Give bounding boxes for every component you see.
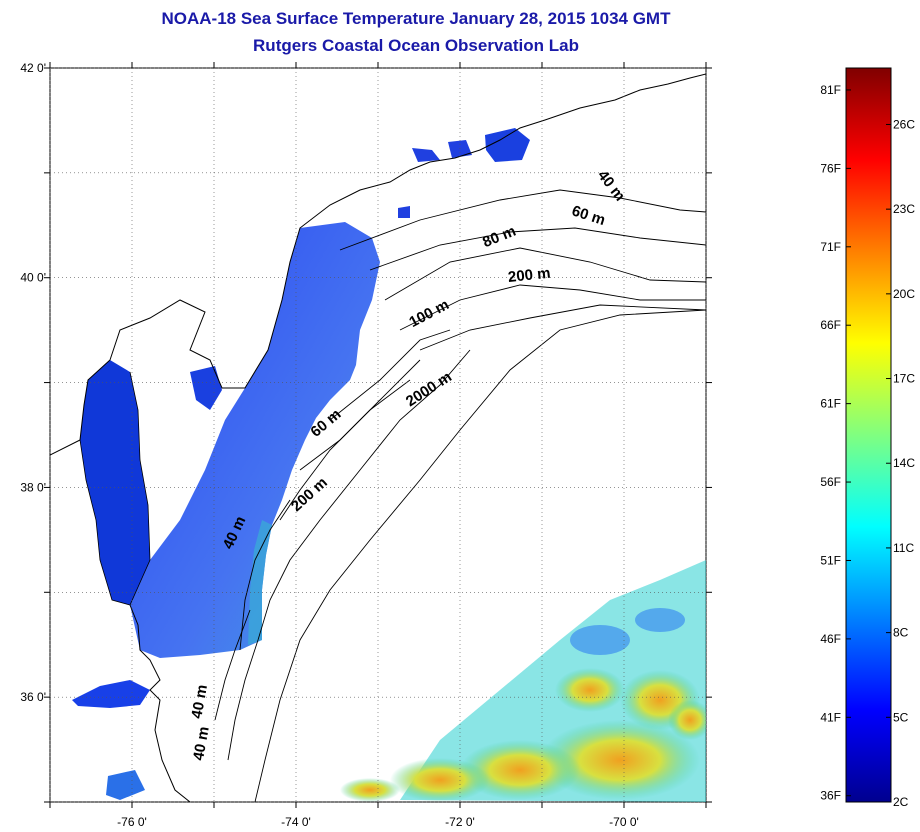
cb-label-c: 5C: [893, 710, 909, 724]
coastline-south: [129, 604, 191, 802]
cb-label-c: 23C: [893, 202, 915, 216]
cb-label-c: 11C: [893, 541, 914, 555]
isobath-label: 40 m: [188, 683, 211, 720]
chesapeake-shore: [79, 371, 151, 606]
lon-tick-label: -70 0': [609, 815, 639, 829]
small-patch: [398, 206, 410, 218]
cb-label-f: 41F: [820, 710, 841, 724]
shelf-nearshore-band: [248, 520, 272, 645]
li-sound-sst: [485, 128, 530, 162]
cb-label-f: 46F: [820, 632, 841, 646]
ny-bight-patch: [412, 148, 440, 162]
isobath-label: 40 m: [190, 725, 213, 762]
cb-label-c: 8C: [893, 626, 909, 640]
cb-label-f: 81F: [820, 83, 841, 97]
map-axes: -76 0' -74 0' -72 0' -70 0' 42 0' 40 0' 38 0' 3…: [20, 61, 712, 829]
lat-tick-label: 36 0': [20, 690, 46, 704]
cb-label-f: 71F: [820, 240, 841, 254]
pamlico-sound-sst: [106, 770, 145, 800]
lon-tick-label: -74 0': [281, 815, 311, 829]
cb-label-f: 61F: [820, 397, 841, 411]
shelf-sst-region: [130, 222, 380, 658]
cb-label-f: 56F: [820, 475, 841, 489]
map-title: NOAA-18 Sea Surface Temperature January …: [161, 9, 671, 28]
cb-label-c: 14C: [893, 456, 915, 470]
lat-tick-label: 40 0': [20, 271, 46, 285]
cb-label-c: 17C: [893, 372, 915, 386]
lat-tick-label: 38 0': [20, 480, 46, 494]
lon-tick-label: -76 0': [117, 815, 147, 829]
map-content: [50, 73, 706, 802]
isobath-label: 200 m: [507, 265, 551, 286]
coastline: [50, 73, 706, 456]
lat-tick-label: 42 0': [20, 61, 46, 75]
colorbar: [845, 67, 892, 803]
cb-label-c: 26C: [893, 117, 915, 131]
isobath-lines: [214, 189, 706, 802]
chesapeake-bay-sst: [80, 360, 150, 605]
gulf-stream-sst: [340, 560, 706, 802]
cb-label-f: 36F: [820, 789, 841, 803]
colorbar-labels: 36F 41F 46F 51F 56F 61F 66F 71F 76F 81F 2C 5C 8C 11C 1…: [820, 83, 915, 809]
cb-label-c: 2C: [893, 795, 909, 809]
cb-label-f: 66F: [820, 318, 841, 332]
cb-label-f: 51F: [820, 553, 841, 567]
cb-label-c: 20C: [893, 287, 915, 301]
lon-tick-label: -72 0': [445, 815, 475, 829]
cb-label-f: 76F: [820, 161, 841, 175]
map-subtitle: Rutgers Coastal Ocean Observation Lab: [253, 36, 579, 55]
albemarle-sound-sst: [72, 680, 150, 708]
